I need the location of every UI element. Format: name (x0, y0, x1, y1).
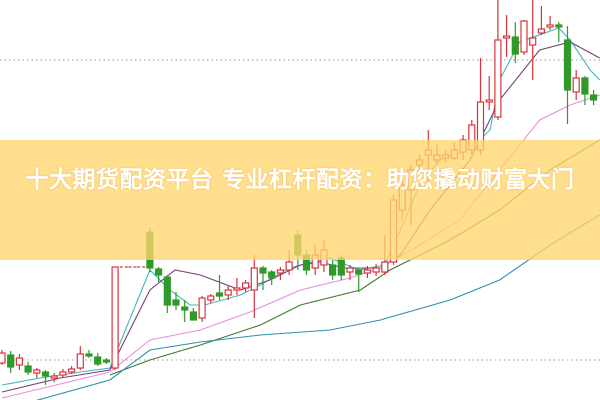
candle-down (555, 24, 563, 28)
candle-down (268, 271, 276, 279)
candle-up (520, 20, 528, 53)
candle-up (207, 295, 215, 301)
candle-down (172, 299, 180, 306)
candle-up (67, 368, 76, 373)
candle-up (485, 99, 493, 103)
ma60-line (35, 214, 600, 400)
candle-up (285, 261, 293, 271)
candle-down (102, 359, 111, 363)
candle-up (363, 269, 371, 274)
candle-down (337, 257, 345, 276)
candle-up (15, 357, 23, 366)
candle-down (589, 94, 598, 101)
candle-down (24, 365, 32, 373)
candle-up (381, 261, 389, 273)
candle-down (329, 264, 337, 276)
candle-down (581, 77, 589, 95)
candle-down (563, 39, 572, 91)
candle-up (372, 267, 380, 273)
candle-down (181, 306, 189, 311)
candle-down (7, 354, 15, 368)
candle-up (529, 37, 537, 46)
candle-up (59, 371, 67, 376)
candle-up (198, 297, 206, 319)
candle-up (50, 375, 58, 379)
candle-up (572, 77, 580, 93)
candle-up (250, 267, 258, 291)
candle-up (546, 24, 554, 28)
candle-up (224, 289, 232, 296)
candle-up (494, 39, 502, 118)
candle-down (511, 36, 519, 55)
candle-down (355, 269, 363, 275)
candle-up (0, 352, 6, 364)
candle-up (537, 28, 546, 34)
candle-down (41, 371, 50, 377)
candle-down (163, 276, 171, 306)
candle-down (94, 356, 102, 365)
title-banner (0, 140, 600, 260)
candle-down (259, 267, 267, 274)
candle-up (346, 267, 354, 273)
candle-down (189, 311, 197, 321)
article-title: 十大期货配资平台 专业杠杆配资：助您撬动财富大门 (25, 167, 575, 193)
candle-up (76, 353, 84, 369)
candle-down (215, 292, 224, 297)
candle-down (155, 268, 163, 276)
candle-up (111, 266, 119, 369)
candle-up (503, 35, 511, 39)
candle-down (85, 353, 93, 357)
candle-up (242, 282, 250, 289)
candle-up (233, 287, 241, 291)
candle-up (33, 369, 41, 374)
candle-up (276, 269, 284, 274)
